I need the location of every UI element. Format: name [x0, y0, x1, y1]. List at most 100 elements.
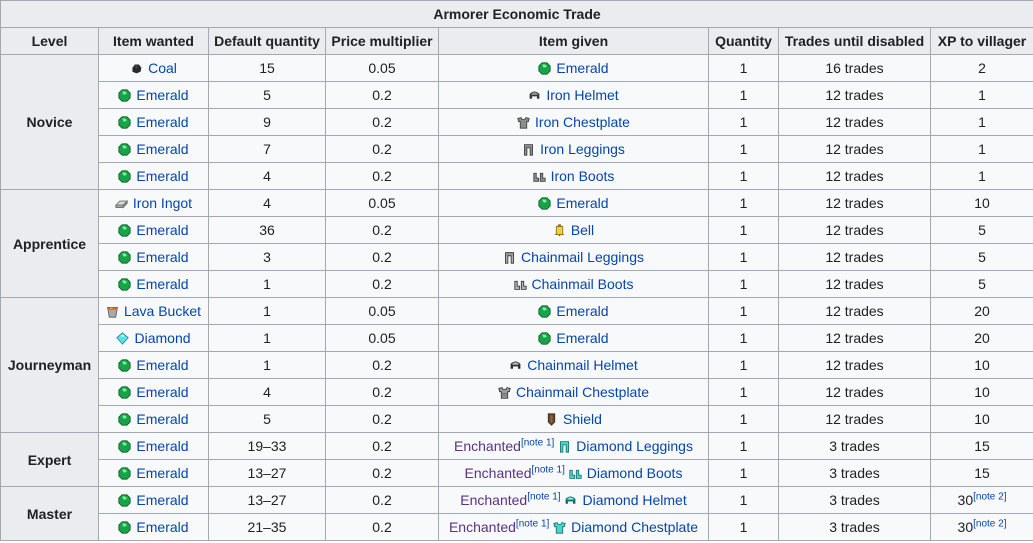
default-quantity-cell: 13–27: [208, 486, 326, 514]
item-wanted-link[interactable]: Emerald: [136, 249, 189, 265]
note-reference[interactable]: [note 1]: [520, 437, 555, 449]
emerald-icon[interactable]: [118, 251, 132, 264]
emerald-icon[interactable]: [118, 521, 132, 534]
emerald-icon[interactable]: [118, 170, 132, 183]
item-wanted-link[interactable]: Emerald: [136, 438, 189, 454]
price-multiplier-cell: 0.2: [325, 81, 439, 109]
xp-value: 30: [957, 492, 974, 508]
note-reference[interactable]: [note 2]: [973, 491, 1007, 503]
emerald-icon[interactable]: [118, 467, 132, 480]
emerald-icon[interactable]: [118, 143, 132, 156]
item-given-link[interactable]: Diamond Helmet: [582, 492, 687, 508]
chainmail-boots-icon[interactable]: [513, 278, 527, 291]
iron-chestplate-icon[interactable]: [517, 116, 530, 129]
xp-value: 20: [974, 303, 990, 319]
emerald-icon[interactable]: [118, 386, 132, 399]
item-given-link[interactable]: Chainmail Helmet: [527, 357, 638, 373]
item-wanted-link[interactable]: Emerald: [136, 141, 189, 157]
item-given-cell: Iron Chestplate: [438, 108, 709, 136]
item-given-link[interactable]: Chainmail Chestplate: [515, 384, 650, 400]
item-given-link[interactable]: Emerald: [556, 195, 609, 211]
item-given-link[interactable]: Emerald: [556, 303, 609, 319]
item-given-link[interactable]: Emerald: [556, 330, 609, 346]
item-given-link[interactable]: Shield: [563, 411, 602, 427]
iron-boots-icon[interactable]: [532, 170, 546, 183]
item-wanted-link[interactable]: Emerald: [136, 222, 189, 238]
item-wanted-link[interactable]: Diamond: [134, 330, 191, 346]
xp-to-villager-cell: 10: [929, 351, 1033, 379]
item-given-link[interactable]: Iron Helmet: [546, 87, 619, 103]
item-wanted-link[interactable]: Emerald: [136, 276, 189, 292]
diamond-boots-icon[interactable]: [569, 467, 582, 480]
emerald-icon[interactable]: [118, 278, 132, 291]
enchanted-link[interactable]: Enchanted: [464, 465, 532, 481]
note-reference[interactable]: [note 2]: [973, 518, 1007, 530]
diamond-icon[interactable]: [116, 332, 130, 345]
emerald-icon[interactable]: [538, 62, 552, 75]
emerald-icon[interactable]: [118, 440, 132, 453]
emerald-icon[interactable]: [538, 197, 552, 210]
shield-icon[interactable]: [545, 413, 558, 426]
table-row: Emerald 1 0.2 Chainmail Boots 1 12 trades 5: [1, 270, 1033, 298]
item-wanted-link[interactable]: Emerald: [136, 114, 189, 130]
item-given-link[interactable]: Chainmail Leggings: [521, 249, 644, 265]
item-wanted-link[interactable]: Emerald: [136, 492, 189, 508]
enchanted-link[interactable]: Enchanted: [460, 492, 528, 508]
xp-value: 1: [978, 168, 986, 184]
item-wanted-link[interactable]: Iron Ingot: [132, 195, 193, 211]
item-given-link[interactable]: Chainmail Boots: [531, 276, 634, 292]
price-multiplier-cell: 0.2: [325, 459, 439, 487]
item-given-link[interactable]: Emerald: [556, 60, 609, 76]
item-given-link[interactable]: Iron Chestplate: [535, 114, 630, 130]
item-given-link[interactable]: Iron Boots: [550, 168, 615, 184]
coal-icon[interactable]: [130, 62, 143, 75]
table-row: Emerald 1 0.2 Chainmail Helmet 1 12 trades 10: [1, 351, 1033, 379]
chainmail-leggings-icon[interactable]: [503, 251, 516, 264]
item-given-link[interactable]: Diamond Boots: [586, 465, 683, 481]
item-wanted-link[interactable]: Coal: [148, 60, 177, 76]
emerald-icon[interactable]: [538, 332, 552, 345]
iron-leggings-icon[interactable]: [522, 143, 535, 156]
item-wanted-link[interactable]: Emerald: [136, 357, 189, 373]
emerald-icon[interactable]: [118, 89, 132, 102]
enchanted-link[interactable]: Enchanted: [448, 519, 516, 535]
item-wanted-link[interactable]: Emerald: [136, 168, 189, 184]
item-wanted-link[interactable]: Emerald: [136, 411, 189, 427]
lava-bucket-icon[interactable]: [106, 305, 119, 318]
item-wanted-link[interactable]: Lava Bucket: [123, 303, 202, 319]
item-given-link[interactable]: Iron Leggings: [540, 141, 625, 157]
item-given-link[interactable]: Diamond Leggings: [576, 438, 693, 454]
price-multiplier-cell: 0.2: [325, 135, 439, 163]
item-wanted-link[interactable]: Emerald: [136, 519, 189, 535]
emerald-icon[interactable]: [118, 359, 132, 372]
xp-to-villager-cell: 1: [929, 162, 1033, 190]
xp-to-villager-cell: 1: [929, 108, 1033, 136]
item-given-link[interactable]: Bell: [570, 222, 595, 238]
iron-ingot-icon[interactable]: [114, 197, 128, 210]
bell-icon[interactable]: [553, 224, 566, 237]
emerald-icon[interactable]: [118, 413, 132, 426]
diamond-helmet-icon[interactable]: [564, 494, 577, 507]
trades-until-disabled-cell: 12 trades: [778, 405, 931, 433]
item-given-link[interactable]: Diamond Chestplate: [571, 519, 699, 535]
diamond-chestplate-icon[interactable]: [553, 521, 566, 534]
chainmail-chestplate-icon[interactable]: [498, 386, 511, 399]
item-wanted-cell: Emerald: [98, 351, 209, 379]
quantity-cell: 1: [708, 243, 779, 271]
emerald-icon[interactable]: [118, 116, 132, 129]
note-reference[interactable]: [note 1]: [527, 491, 561, 503]
table-row: Journeyman Lava Bucket 1 0.05 Emerald 1 12 tra…: [0, 297, 1033, 433]
table-row: Emerald 5 0.2 Shield 1 12 trades 10: [1, 405, 1033, 433]
emerald-icon[interactable]: [118, 494, 132, 507]
item-wanted-link[interactable]: Emerald: [136, 384, 189, 400]
item-wanted-link[interactable]: Emerald: [136, 465, 189, 481]
emerald-icon[interactable]: [118, 224, 132, 237]
note-reference[interactable]: [note 1]: [515, 518, 550, 530]
item-wanted-link[interactable]: Emerald: [136, 87, 189, 103]
emerald-icon[interactable]: [538, 305, 552, 318]
iron-helmet-icon[interactable]: [528, 89, 541, 102]
note-reference[interactable]: [note 1]: [531, 464, 565, 476]
enchanted-link[interactable]: Enchanted: [454, 438, 521, 454]
diamond-leggings-icon[interactable]: [558, 440, 571, 453]
chainmail-helmet-icon[interactable]: [509, 359, 522, 372]
